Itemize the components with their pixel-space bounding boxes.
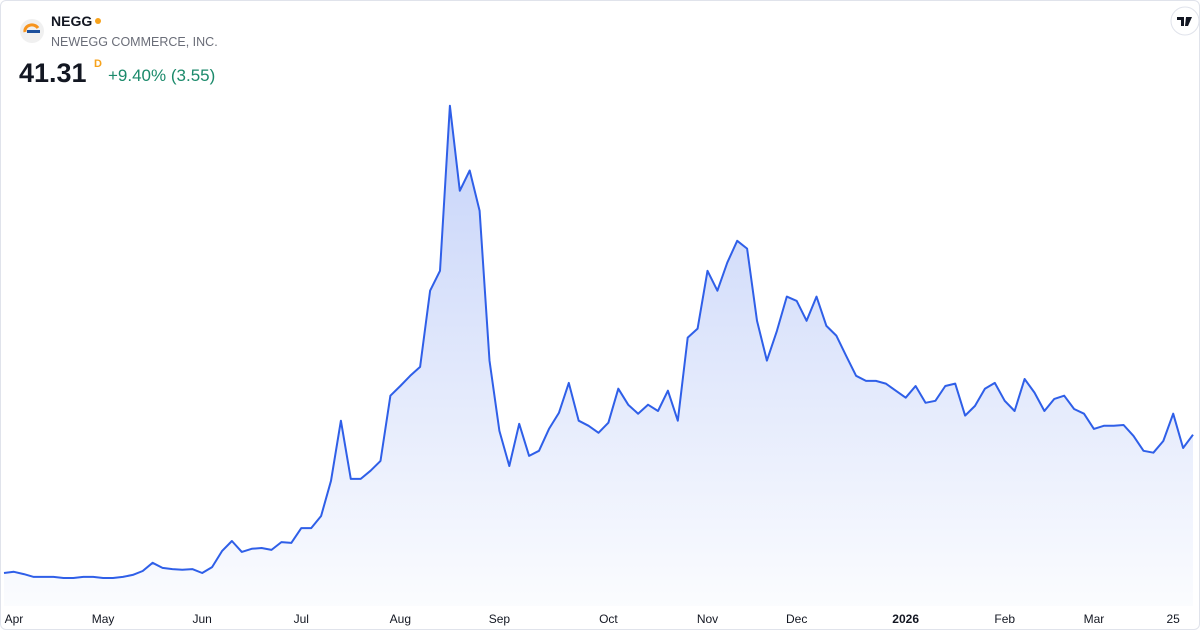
x-tick-label: Mar: [1084, 612, 1105, 626]
x-tick-label: Jun: [192, 612, 211, 626]
interval: D: [94, 58, 102, 70]
price-line: [3, 104, 1194, 579]
area-fill: [4, 105, 1193, 606]
change: +9.40% (3.55): [108, 66, 215, 85]
x-tick-label: Nov: [697, 612, 718, 626]
x-tick-label: 25: [1167, 612, 1181, 626]
tradingview-logo[interactable]: [1170, 6, 1199, 36]
x-tick-label: 2026: [892, 612, 919, 626]
x-tick-label: Oct: [599, 612, 618, 626]
x-tick-label: Aug: [390, 612, 411, 626]
status-dot: [95, 18, 101, 24]
x-tick-label: Dec: [786, 612, 807, 626]
x-tick-label: Sep: [489, 612, 511, 626]
company-name: NEWEGG COMMERCE, INC.: [51, 35, 218, 49]
logo: [20, 19, 44, 43]
x-tick-label: Jul: [294, 612, 309, 626]
x-tick-label: Apr: [5, 612, 24, 626]
x-tick-label: May: [92, 612, 115, 626]
price: 41.31: [19, 58, 87, 88]
symbol: NEGG: [51, 13, 92, 29]
x-tick-label: Feb: [994, 612, 1015, 626]
